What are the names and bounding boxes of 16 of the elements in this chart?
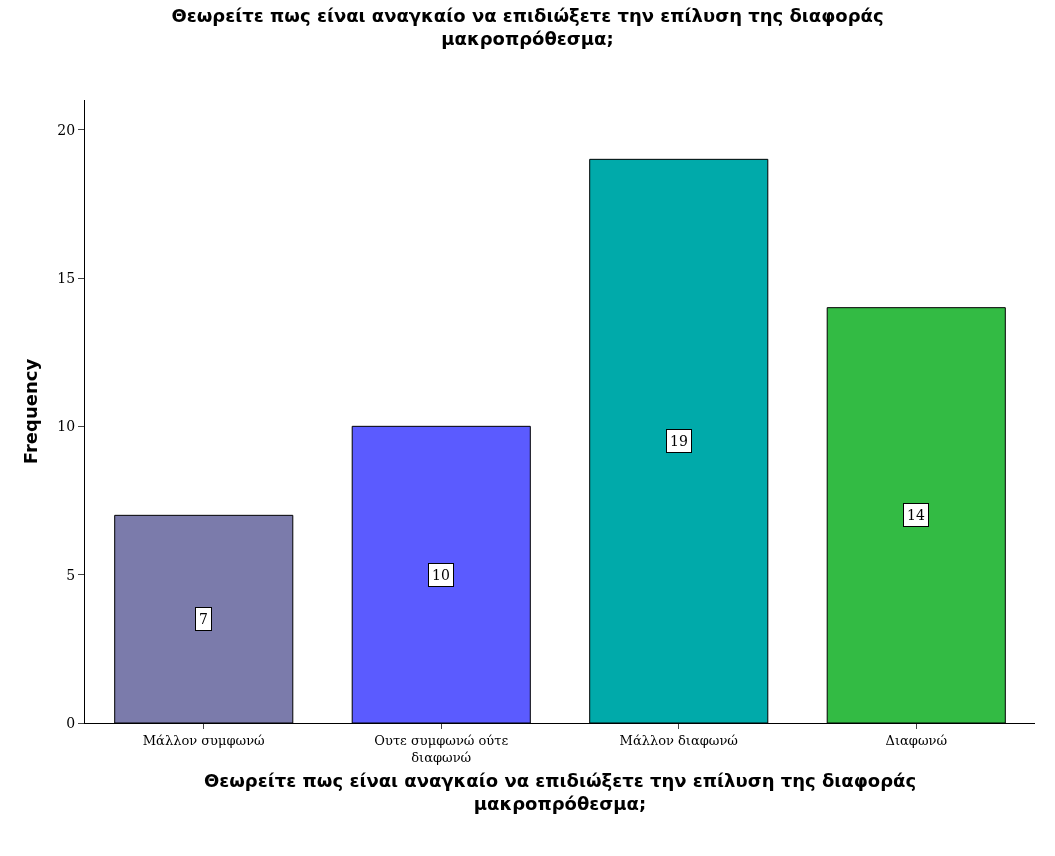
y-tick-label: 20 [57,121,76,138]
x-axis-title: Θεωρείτε πως είναι αναγκαίο να επιδιώξετε την επίλυση της διαφοράς μακροπρόθεσμα; [203,769,917,814]
data-label: 19 [670,433,688,449]
y-tick-label: 0 [66,714,76,731]
data-label: 7 [199,611,208,627]
x-tick-label: Μάλλον διαφωνώ [619,732,738,748]
data-label: 10 [432,567,450,583]
data-label: 14 [907,507,925,523]
x-tick-label: Ουτε συμφωνώ ούτε διαφωνώ [374,732,509,765]
y-axis-title: Frequency [19,358,41,465]
y-tick-label: 10 [57,418,76,435]
y-tick-label: 15 [57,269,76,286]
y-tick-label: 5 [66,566,76,583]
x-tick-label: Μάλλον συμφωνώ [142,732,265,748]
chart-title: Θεωρείτε πως είναι αναγκαίο να επιδιώξετε την επίλυση της διαφοράς μακροπρόθεσμα; [171,4,884,49]
x-tick-label: Διαφωνώ [885,732,947,748]
